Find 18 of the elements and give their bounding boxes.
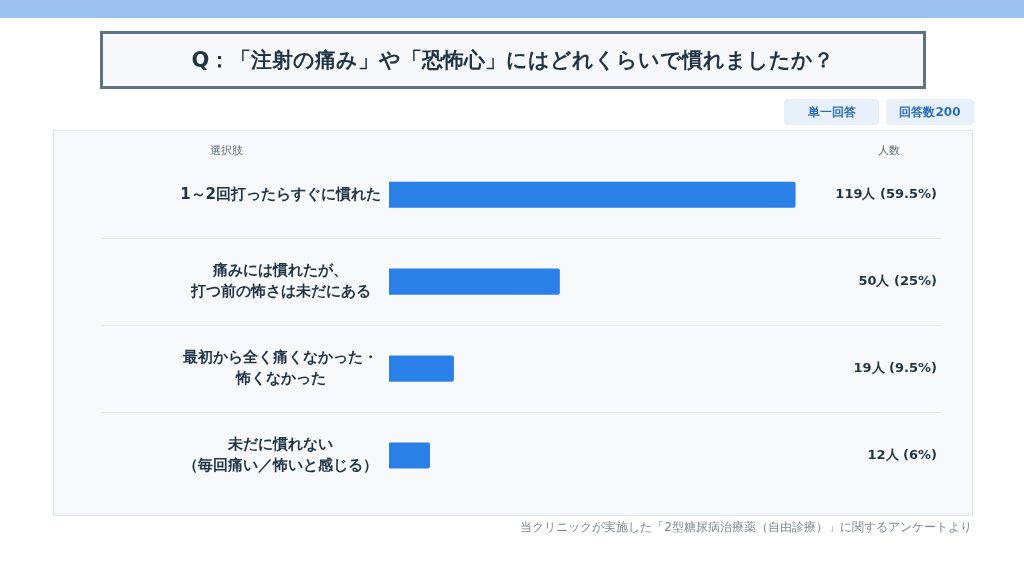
y-tick-label: 未だに慣れない（毎回痛い／怖いと感じる）	[183, 435, 379, 474]
bar	[389, 181, 796, 208]
data-label: 12人 (6%)	[867, 446, 937, 462]
data-label: 19人 (9.5%)	[853, 359, 937, 375]
data-label: 119人 (59.5%)	[835, 186, 937, 202]
text: 回答数200	[886, 99, 974, 125]
text: 人数	[878, 143, 900, 158]
chart-title: Q：「注射の痛み」や「恐怖心」にはどれくらいで慣れましたか？	[100, 31, 926, 89]
y-tick-label: 痛みには慣れたが、打つ前の怖さは未だにある	[189, 261, 371, 300]
bar	[389, 355, 454, 382]
bar	[389, 268, 560, 295]
y-tick-label: 1～2回打ったらすぐに慣れた	[180, 184, 381, 203]
data-label: 50人 (25%)	[858, 273, 937, 289]
text: 選択肢	[209, 143, 243, 158]
y-tick-label: 最初から全く痛くなかった・怖くなかった	[182, 348, 379, 387]
bar	[389, 442, 430, 469]
text: 単一回答	[784, 99, 879, 125]
text: 当クリニックが実施した「2型糖尿病治療薬（自由診療）」に関するアンケートより	[520, 519, 972, 536]
